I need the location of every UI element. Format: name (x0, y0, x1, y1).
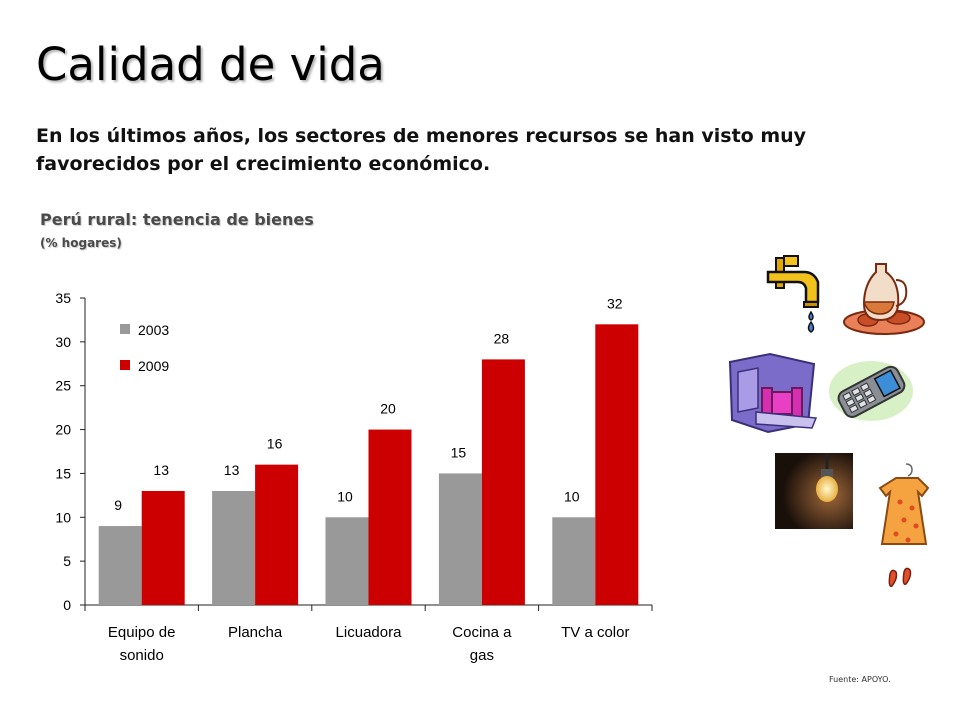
dress-and-shoes-icon (878, 463, 930, 587)
bar-2003 (438, 473, 482, 605)
category-label: Plancha (228, 624, 283, 641)
bar-2009 (255, 464, 299, 605)
data-label: 9 (114, 497, 122, 513)
bar-2003 (98, 526, 142, 605)
category-label: TV a color (561, 624, 629, 641)
lightbulb-photo (775, 453, 853, 529)
slide-title: Calidad de vida (36, 38, 385, 91)
bar-2003 (325, 517, 369, 605)
y-tick-label: 15 (55, 465, 71, 481)
chart-subheading: (% hogares) (40, 236, 122, 250)
legend-swatch-2003 (120, 324, 130, 334)
y-tick-label: 35 (55, 290, 71, 306)
legend-label: 2009 (138, 358, 169, 374)
slide-subtitle: En los últimos años, los sectores de men… (36, 125, 807, 175)
data-label: 10 (564, 488, 580, 504)
cellphone-icon (829, 361, 913, 421)
data-label: 13 (153, 462, 169, 478)
data-label: 13 (224, 462, 240, 478)
y-tick-label: 10 (55, 509, 71, 525)
category-label: sonido (120, 647, 164, 664)
y-tick-label: 30 (55, 334, 71, 350)
y-tick-label: 20 (55, 422, 71, 438)
data-label: 32 (607, 295, 623, 311)
data-label: 15 (451, 444, 467, 460)
bar-chart: 0 5 10 15 20 25 30 35 9 13 Equipo de sonido 13 16 Plan… (55, 290, 653, 664)
bar-2003 (552, 517, 596, 605)
data-label: 10 (337, 488, 353, 504)
legend-swatch-2009 (120, 360, 130, 370)
y-tick-label: 5 (63, 553, 71, 569)
bar-2003 (212, 490, 256, 605)
category-label: Cocina a (452, 624, 512, 641)
faucet-icon (766, 255, 820, 333)
category-label: gas (470, 647, 494, 664)
data-label: 28 (494, 330, 510, 346)
data-label: 16 (267, 436, 283, 452)
y-tick-label: 25 (55, 378, 71, 394)
furniture-icon (728, 352, 818, 434)
category-label: Equipo de (108, 624, 176, 641)
bar-2009 (481, 359, 525, 605)
chart-heading: Perú rural: tenencia de bienes (40, 210, 314, 229)
category-label: Licuadora (336, 624, 403, 641)
bar-2009 (595, 324, 639, 605)
source-note: Fuente: APOYO. (829, 675, 891, 684)
bar-2009 (141, 490, 185, 605)
pitcher-and-food-icon (843, 263, 925, 335)
legend-label: 2003 (138, 322, 169, 338)
bar-2009 (368, 429, 412, 605)
data-label: 20 (380, 401, 396, 417)
y-tick-label: 0 (63, 597, 71, 613)
